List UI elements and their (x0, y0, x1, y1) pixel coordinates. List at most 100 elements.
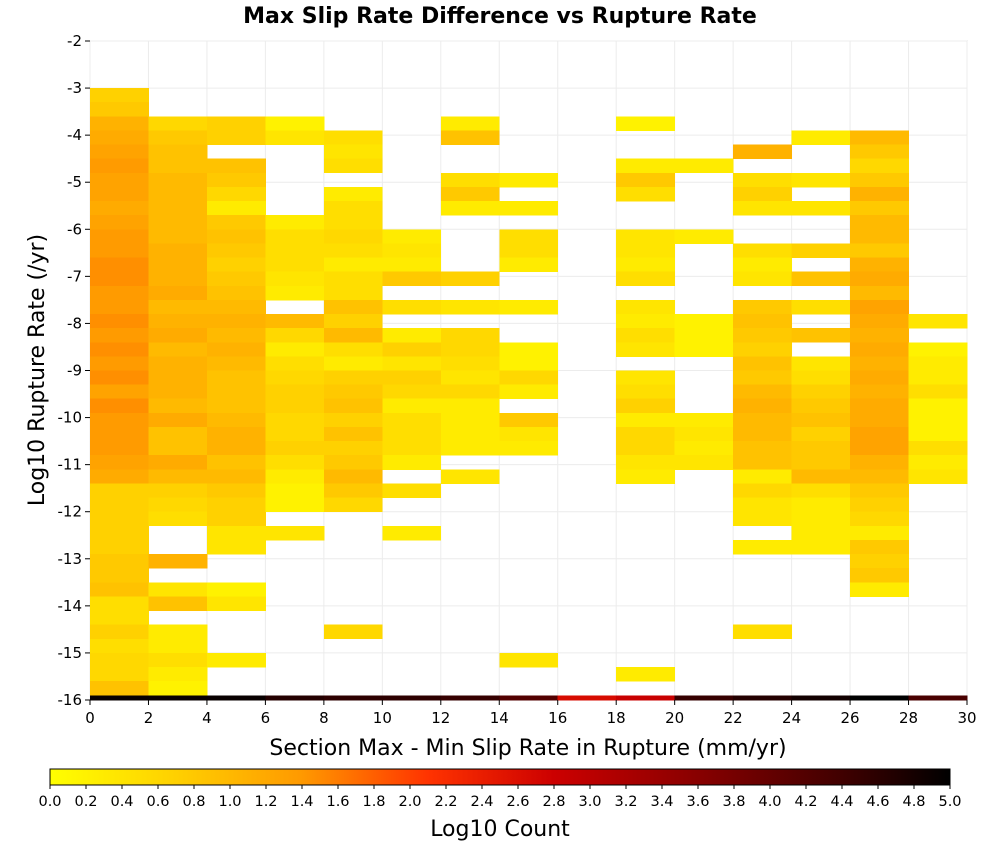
heatmap-cell (733, 370, 792, 386)
x-axis-label: Section Max - Min Slip Rate in Rupture (… (269, 736, 786, 761)
heatmap-cell (791, 497, 851, 513)
heatmap-cell (850, 455, 909, 470)
heatmap-cell (148, 201, 208, 216)
heatmap-cell (499, 384, 559, 400)
x-tick-label: 28 (899, 709, 918, 727)
heatmap-cell (206, 525, 266, 541)
heatmap-cell (90, 652, 149, 668)
heatmap-cell (206, 314, 266, 329)
heatmap-cell (850, 582, 909, 597)
colorbar-tick-label: 1.6 (326, 794, 349, 810)
heatmap-cell (148, 186, 208, 202)
heatmap-cell (90, 426, 149, 442)
heatmap-cell (674, 314, 734, 329)
heatmap-cell (908, 384, 968, 400)
heatmap-cell (148, 328, 208, 343)
heatmap-cell (206, 441, 266, 456)
heatmap-cell (850, 539, 909, 555)
x-tick-label: 2 (144, 709, 154, 727)
y-tick-label: -16 (58, 691, 83, 709)
heatmap-cell (382, 441, 442, 456)
heatmap-cell (323, 215, 383, 230)
x-axis-ticks: 0 2 4 6 8 10 12 14 16 18 20 22 24 26 28 30 (85, 700, 977, 727)
heatmap-cell (440, 398, 500, 414)
heatmap-cell (850, 229, 909, 244)
heatmap-cell (908, 398, 968, 414)
colorbar-tick-label: 3.2 (614, 794, 637, 810)
heatmap-cell (440, 441, 500, 456)
heatmap-cell (382, 328, 442, 343)
heatmap-cell (90, 370, 149, 386)
heatmap-cell (90, 596, 149, 611)
heatmap-cell (499, 201, 559, 216)
heatmap-cell (850, 469, 909, 484)
heatmap-cell (148, 243, 208, 258)
y-tick-label: -11 (58, 456, 83, 474)
heatmap-cell (148, 497, 208, 513)
colorbar-tick-label: 0.2 (74, 794, 97, 810)
heatmap-cell (440, 299, 500, 315)
heatmap-cell (499, 695, 559, 701)
heatmap-cell (265, 257, 325, 273)
heatmap-cell (382, 426, 442, 442)
heatmap-cell (440, 426, 500, 442)
heatmap-cell (265, 243, 325, 258)
heatmap-cell (323, 130, 383, 145)
colorbar-tick-label: 2.2 (434, 794, 457, 810)
heatmap-cell (90, 525, 149, 541)
heatmap-cell (265, 285, 325, 301)
heatmap-cell (440, 172, 500, 188)
heatmap-cell (499, 652, 559, 668)
heatmap-cell (908, 314, 968, 329)
colorbar-tick-label: 1.2 (254, 794, 277, 810)
colorbar-ticks: 0.0 0.2 0.4 0.6 0.8 1.0 1.2 1.4 1.6 1.8 2.0 2.2 2.4 2… (38, 785, 962, 810)
heatmap-cell (850, 568, 909, 583)
heatmap-cell (440, 328, 500, 343)
heatmap-cell (382, 342, 442, 357)
heatmap-cell (90, 511, 149, 527)
heatmap-cell (791, 483, 851, 498)
heatmap-cell (850, 554, 909, 569)
heatmap-cell (206, 229, 266, 244)
heatmap-cell (90, 469, 149, 484)
heatmap-cell (616, 398, 676, 414)
heatmap-cell (850, 299, 909, 315)
heatmap-cell (791, 384, 851, 400)
heatmap-cell (908, 441, 968, 456)
heatmap-cell (90, 144, 149, 160)
heatmap-cell (148, 582, 208, 597)
heatmap-cell (791, 271, 851, 287)
heatmap-cell (323, 695, 383, 701)
heatmap-cell (206, 201, 266, 216)
heatmap-cell (148, 441, 208, 456)
heatmap-cell (440, 469, 500, 484)
colorbar-tick-label: 1.8 (362, 794, 385, 810)
heatmap-cell (265, 441, 325, 456)
y-tick-label: -2 (67, 32, 82, 50)
heatmap-cell (206, 356, 266, 371)
heatmap-cells (90, 88, 968, 701)
heatmap-cell (90, 102, 149, 117)
heatmap-cell (440, 695, 500, 701)
heatmap-cell (382, 384, 442, 400)
heatmap-cell (148, 412, 208, 428)
heatmap-cell (265, 497, 325, 513)
heatmap-cell (850, 412, 909, 428)
heatmap-cell (148, 652, 208, 668)
heatmap-cell (382, 356, 442, 371)
y-tick-label: -12 (58, 503, 83, 521)
heatmap-cell (206, 243, 266, 258)
heatmap-cell (440, 130, 500, 145)
heatmap-cell (323, 201, 383, 216)
heatmap-cell (206, 186, 266, 202)
x-tick-label: 0 (85, 709, 95, 727)
heatmap-cell (850, 130, 909, 145)
x-tick-label: 12 (431, 709, 450, 727)
heatmap-cell (616, 328, 676, 343)
heatmap-cell (90, 539, 149, 555)
heatmap-cell (616, 441, 676, 456)
x-tick-label: 22 (724, 709, 743, 727)
heatmap-cell (265, 370, 325, 386)
heatmap-cell (499, 441, 559, 456)
heatmap-cell (908, 426, 968, 442)
